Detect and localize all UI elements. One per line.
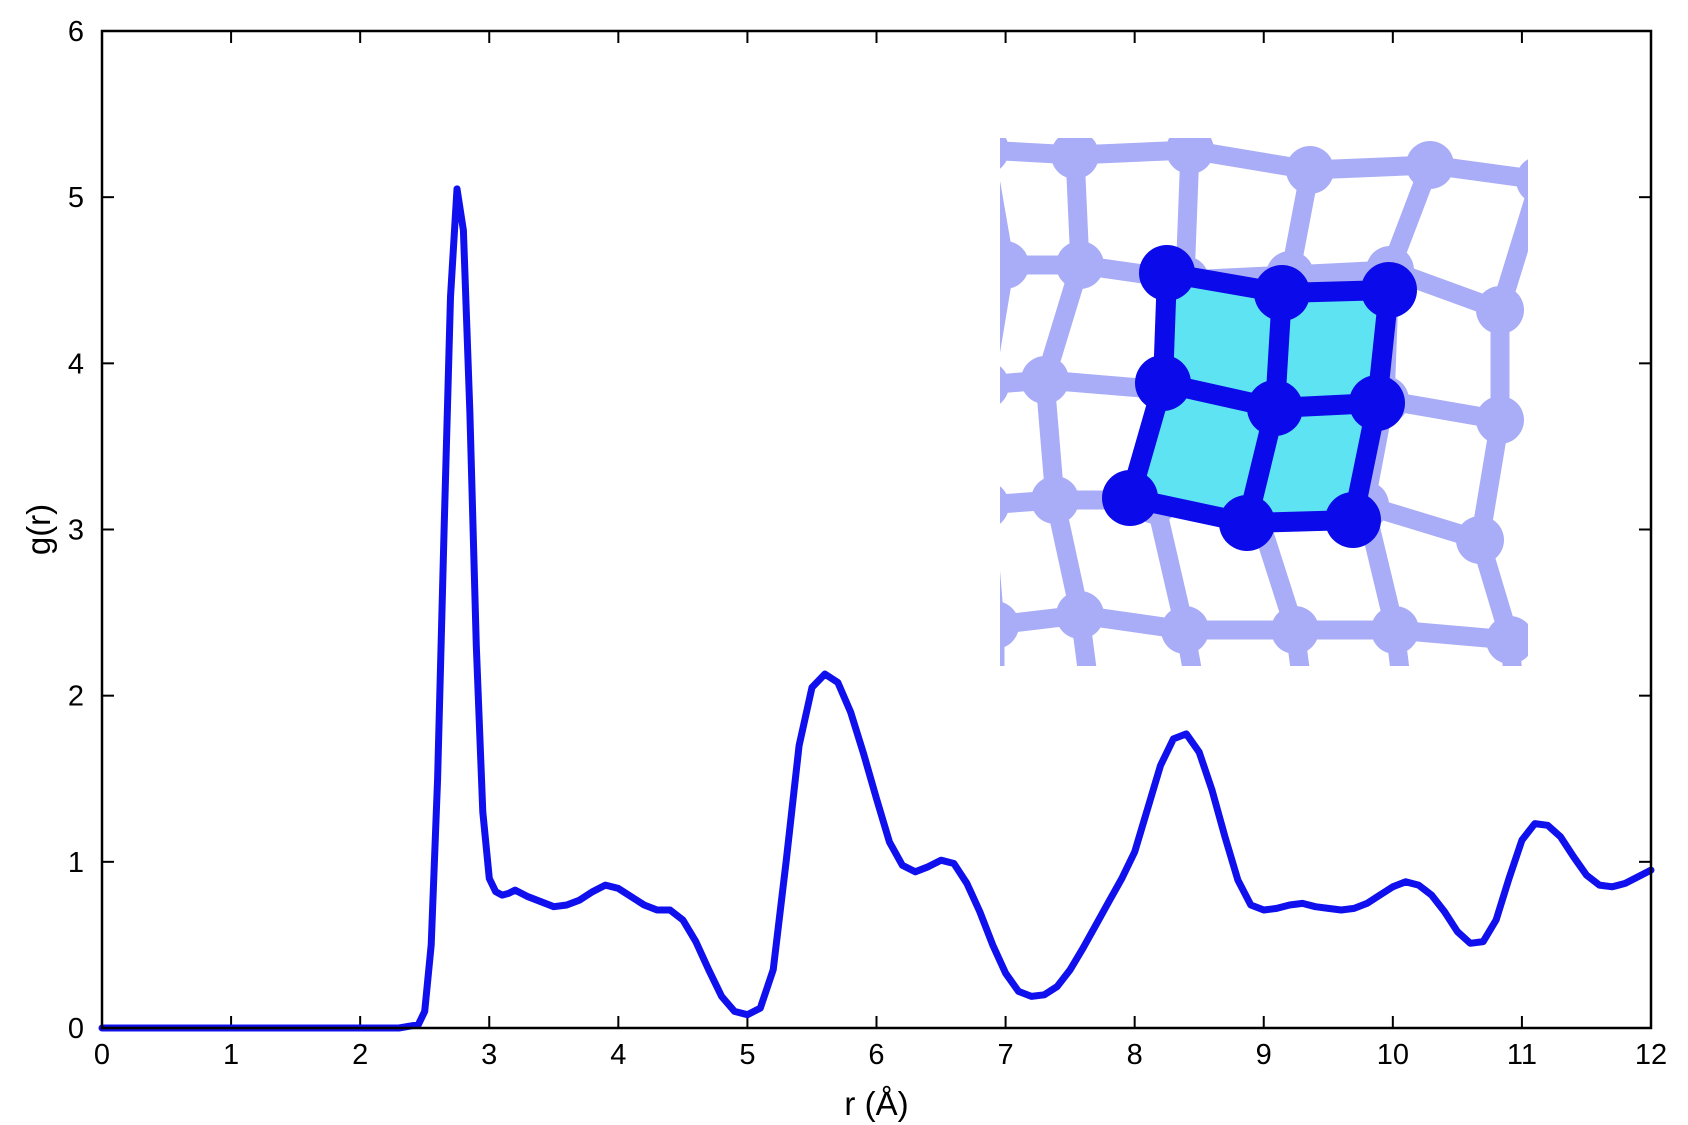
faint-atom: [1476, 286, 1524, 334]
x-tick-label: 8: [1127, 1039, 1143, 1071]
faint-atom: [1371, 606, 1419, 654]
y-tick-label: 1: [68, 847, 84, 879]
faint-atom: [1486, 616, 1528, 664]
x-tick-label: 7: [998, 1039, 1014, 1071]
x-tick-label: 10: [1377, 1039, 1409, 1071]
y-tick-label: 3: [68, 515, 84, 547]
y-axis-label: g(r): [20, 504, 57, 555]
faint-atom: [1000, 138, 1009, 169]
faint-atom: [1071, 706, 1119, 754]
plot-frame: [100, 29, 1653, 1030]
faint-atom: [1000, 486, 1009, 524]
faint-atom: [1166, 138, 1214, 174]
faint-atom: [1476, 396, 1524, 444]
y-tick-label: 4: [68, 348, 84, 380]
faint-atom: [1000, 601, 1019, 649]
faint-atom: [1516, 159, 1528, 201]
faint-atom: [1000, 366, 1009, 404]
cell-face: [1275, 290, 1389, 408]
x-tick-label: 5: [739, 1039, 755, 1071]
faint-atom: [1271, 606, 1319, 654]
faint-bond: [1000, 570, 1005, 634]
x-tick-label: 1: [223, 1039, 239, 1071]
bold-atom: [1139, 245, 1195, 301]
bold-atom: [1254, 265, 1310, 321]
faint-atom: [1161, 606, 1209, 654]
bold-atom: [1325, 492, 1381, 548]
faint-atom: [1406, 141, 1454, 189]
x-tick-label: 9: [1256, 1039, 1272, 1071]
x-tick-label: 4: [610, 1039, 626, 1071]
x-tick-label: 12: [1635, 1039, 1667, 1071]
faint-atom: [1000, 241, 1029, 289]
faint-atom: [1056, 591, 1104, 639]
x-tick-label: 3: [481, 1039, 497, 1071]
faint-atom: [1286, 146, 1334, 194]
faint-atom: [1051, 138, 1099, 179]
y-tick-label: 6: [68, 16, 84, 48]
lattice-inset-image: [971, 138, 1544, 784]
bold-atom: [1102, 470, 1158, 526]
x-tick-label: 6: [868, 1039, 884, 1071]
faint-atom: [1386, 726, 1434, 774]
cell-face: [1130, 383, 1275, 523]
x-tick-label: 0: [94, 1039, 110, 1071]
bold-atom: [1349, 375, 1405, 431]
bold-atom: [1219, 495, 1275, 551]
faint-bond: [1205, 740, 1310, 745]
faint-bond: [995, 730, 1095, 735]
bold-atom: [1247, 380, 1303, 436]
gr-line: [98, 185, 1655, 1032]
y-tick-label: 2: [68, 681, 84, 713]
cell-face: [1163, 273, 1282, 408]
bold-atom: [1361, 262, 1417, 318]
faint-atom: [1286, 721, 1334, 769]
faint-atom: [1496, 736, 1544, 784]
bold-atom: [1135, 355, 1191, 411]
y-tick-label: 0: [68, 1013, 84, 1045]
faint-atom: [1056, 241, 1104, 289]
faint-bond: [1410, 750, 1520, 760]
x-tick-label: 2: [352, 1039, 368, 1071]
x-tick-label: 11: [1507, 1039, 1537, 1071]
faint-atom: [1456, 516, 1504, 564]
faint-atom: [1021, 356, 1069, 404]
faint-atom: [971, 711, 1019, 759]
faint-bond: [1310, 745, 1410, 750]
x-axis-label: r (Å): [844, 1085, 908, 1122]
faint-atom: [1031, 476, 1079, 524]
y-tick-label: 5: [68, 182, 84, 214]
